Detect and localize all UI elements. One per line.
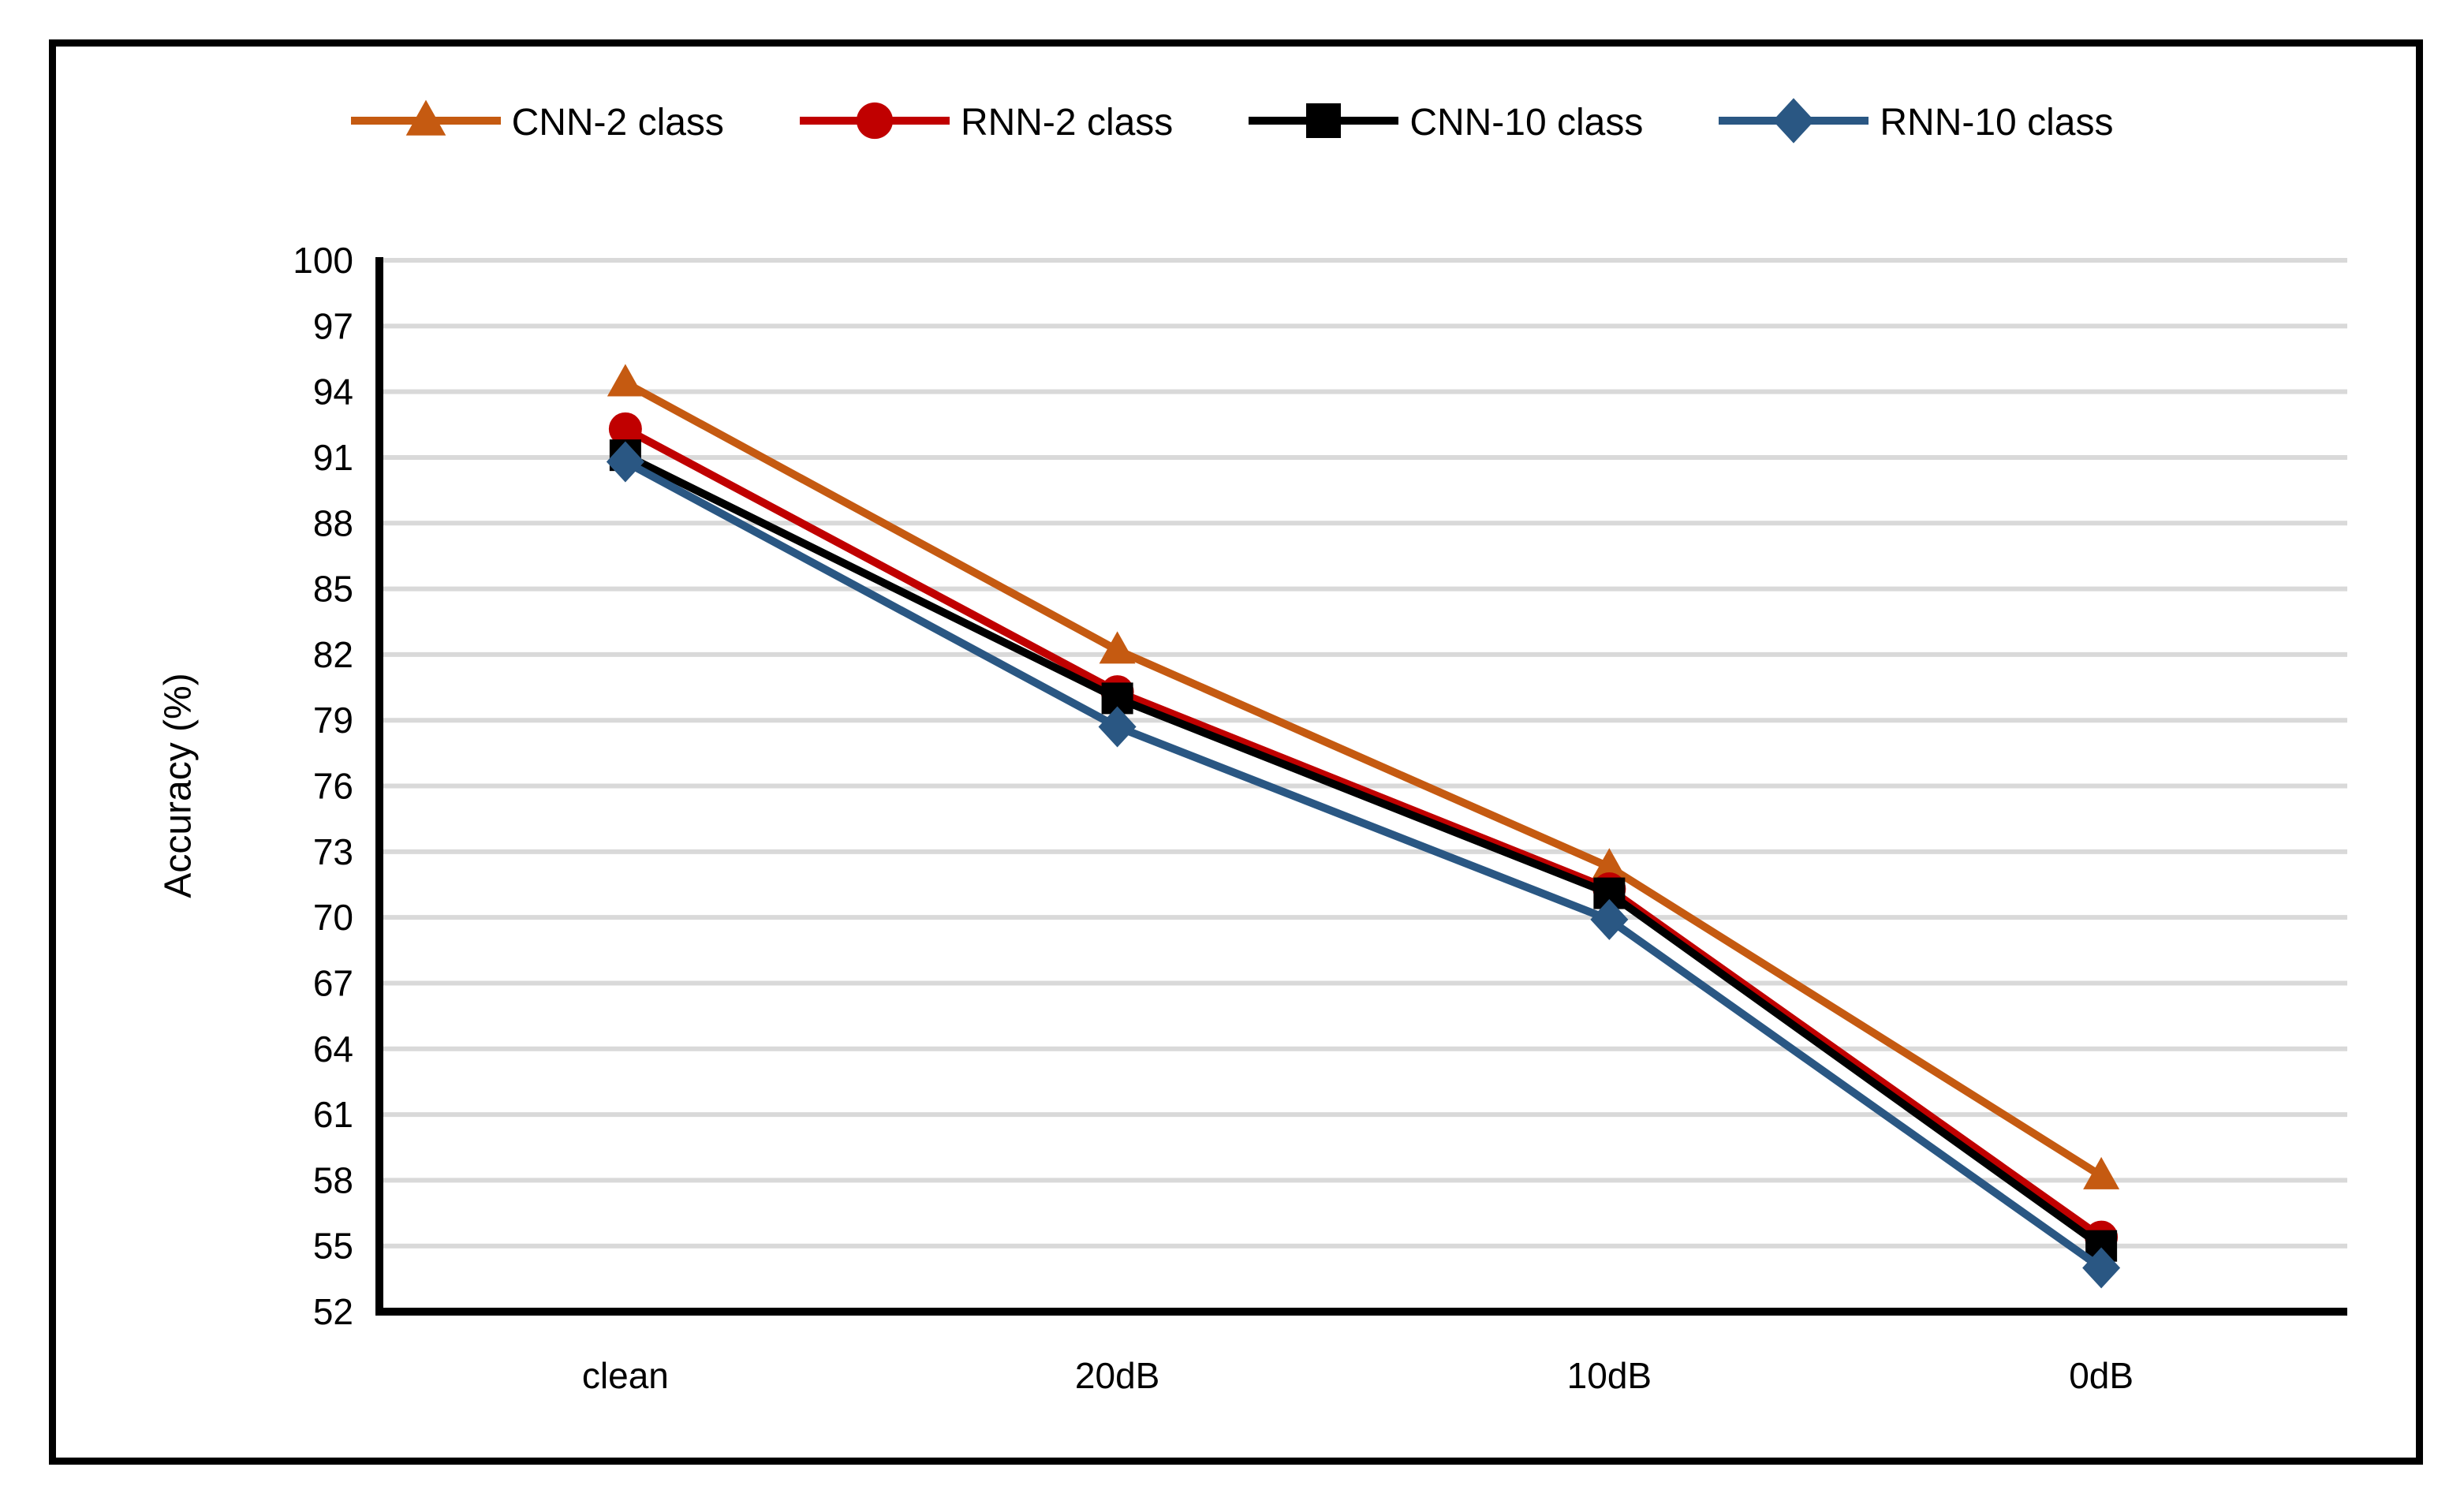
legend-label: RNN-10 class (1880, 102, 2114, 144)
triangle-marker-icon (1591, 848, 1628, 881)
legend-item-cnn-10: CNN-10 class (1249, 93, 1643, 152)
y-tick-label: 67 (313, 962, 353, 1003)
legend-label: CNN-2 class (511, 102, 724, 144)
chart-border-frame (49, 39, 2423, 1465)
square-marker-icon (1306, 103, 1342, 138)
legend-key-graphic (799, 102, 950, 140)
legend-marker-triangle-icon (350, 93, 501, 152)
series-line-cnn-2-class (623, 379, 2104, 1180)
legend-marker-diamond-icon (1719, 93, 1869, 152)
circle-marker-icon (856, 102, 894, 140)
diamond-marker-icon (1098, 706, 1137, 748)
y-tick-label: 70 (313, 897, 353, 938)
triangle-marker-icon (1099, 631, 1136, 664)
legend-marker-circle-icon (799, 93, 950, 152)
y-tick-label: 82 (313, 634, 353, 675)
diamond-marker-icon (606, 441, 644, 483)
legend-label: CNN-10 class (1409, 102, 1644, 144)
x-tick-label: clean (582, 1355, 669, 1396)
y-tick-label: 100 (293, 240, 353, 281)
diamond-marker-icon (1590, 898, 1629, 940)
y-tick-label: 73 (313, 831, 353, 872)
series-line-cnn-10-class (623, 451, 2104, 1249)
diamond-marker-icon (2082, 1247, 2121, 1289)
triangle-marker-icon (607, 364, 644, 397)
y-tick-label: 76 (313, 766, 353, 807)
legend-item-rnn-2: RNN-2 class (799, 93, 1174, 152)
circle-marker-icon (608, 412, 642, 446)
legend-item-rnn-10: RNN-10 class (1719, 93, 2113, 152)
chart-legend: CNN-2 class RNN-2 class CNN-10 class RNN… (0, 93, 2464, 152)
legend-label: RNN-2 class (960, 102, 1174, 144)
legend-item-cnn-2: CNN-2 class (350, 93, 724, 152)
y-tick-label: 85 (313, 569, 353, 610)
y-tick-label: 52 (313, 1291, 353, 1332)
triangle-marker-icon (2083, 1156, 2120, 1189)
y-tick-label: 94 (313, 371, 353, 413)
y-tick-label: 88 (313, 502, 353, 543)
legend-key-graphic (1719, 98, 1869, 144)
y-tick-label: 55 (313, 1226, 353, 1267)
legend-marker-square-icon (1249, 93, 1399, 152)
legend-key-graphic (1249, 103, 1399, 138)
y-tick-label: 97 (313, 305, 353, 346)
x-tick-label: 0dB (2069, 1355, 2134, 1396)
y-tick-label: 91 (313, 437, 353, 478)
series-line-rnn-2-class (623, 425, 2104, 1241)
x-tick-label: 20dB (1075, 1355, 1159, 1396)
triangle-marker-icon (405, 99, 446, 136)
legend-key-graphic (350, 99, 501, 136)
y-tick-label: 58 (313, 1159, 353, 1200)
y-tick-label: 64 (313, 1028, 353, 1070)
y-axis-title: Accuracy (%) (157, 673, 200, 898)
diamond-marker-icon (1772, 98, 1815, 144)
series-line-rnn-10-class (623, 458, 2104, 1271)
y-tick-label: 61 (313, 1094, 353, 1135)
y-tick-label: 79 (313, 700, 353, 741)
x-tick-label: 10dB (1567, 1355, 1652, 1396)
